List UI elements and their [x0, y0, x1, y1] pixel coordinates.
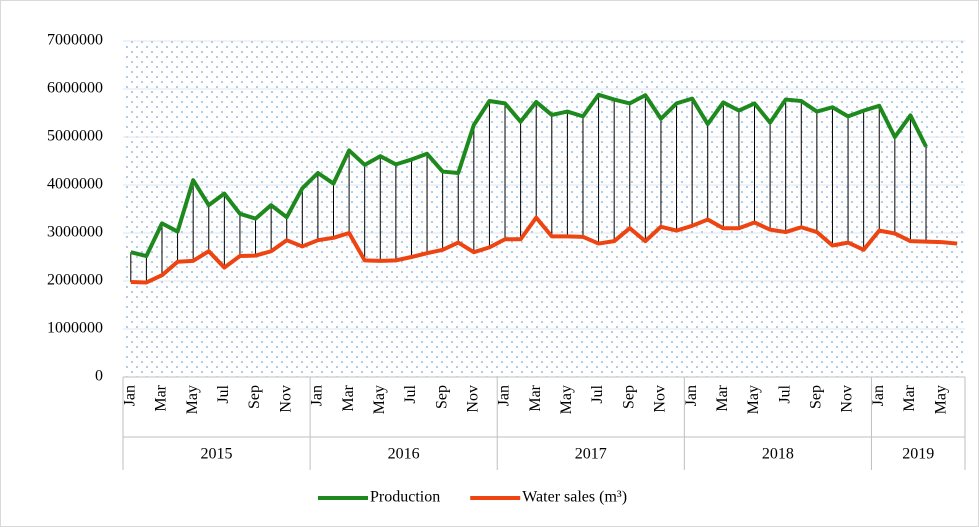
x-tick-label: Nov — [839, 385, 856, 413]
group-label: 2016 — [388, 446, 420, 463]
y-tick-label: 7000000 — [47, 32, 103, 49]
x-tick-label: Jul — [776, 384, 793, 403]
x-tick-label: Jul — [215, 384, 232, 403]
group-label: 2017 — [575, 446, 607, 463]
x-tick-label: May — [745, 385, 762, 414]
y-tick-label: 0 — [95, 368, 103, 385]
group-label: 2015 — [201, 446, 233, 463]
y-tick-label: 6000000 — [47, 80, 103, 97]
x-tick-label: Sep — [620, 385, 637, 409]
legend-label: Water sales (m³) — [522, 489, 627, 506]
group-label: 2019 — [902, 446, 934, 463]
y-tick-label: 4000000 — [47, 176, 103, 193]
legend-label: Production — [370, 489, 440, 506]
x-tick-label: Nov — [277, 385, 294, 413]
x-tick-label: Sep — [808, 385, 825, 409]
x-tick-label: May — [371, 385, 388, 414]
group-label: 2018 — [762, 446, 794, 463]
y-tick-label: 5000000 — [47, 128, 103, 145]
x-tick-label: Sep — [246, 385, 263, 409]
x-tick-label: Jan — [121, 385, 138, 406]
x-tick-label: Jan — [683, 385, 700, 406]
x-tick-label: May — [558, 385, 575, 414]
x-tick-label: Jan — [870, 385, 887, 406]
series-line — [130, 215, 958, 285]
y-tick-label: 3000000 — [47, 224, 103, 241]
x-tick-label: Jan — [309, 385, 326, 406]
x-tick-label: May — [184, 385, 201, 414]
x-tick-label: Mar — [340, 384, 357, 411]
y-tick-label: 1000000 — [47, 320, 103, 337]
x-tick-label: Sep — [433, 385, 450, 409]
x-tick-label: Mar — [527, 384, 544, 411]
plot-background — [123, 41, 965, 377]
x-tick-label: Jan — [496, 385, 513, 406]
x-tick-label: Mar — [901, 384, 918, 411]
series-line — [130, 92, 928, 259]
x-tick-label: Nov — [465, 385, 482, 413]
y-tick-label: 2000000 — [47, 272, 103, 289]
x-tick-label: Mar — [714, 384, 731, 411]
x-tick-label: Mar — [153, 384, 170, 411]
x-tick-label: Jul — [589, 384, 606, 403]
x-tick-label: May — [932, 385, 949, 414]
x-tick-label: Jul — [402, 384, 419, 403]
x-tick-label: Nov — [652, 385, 669, 413]
